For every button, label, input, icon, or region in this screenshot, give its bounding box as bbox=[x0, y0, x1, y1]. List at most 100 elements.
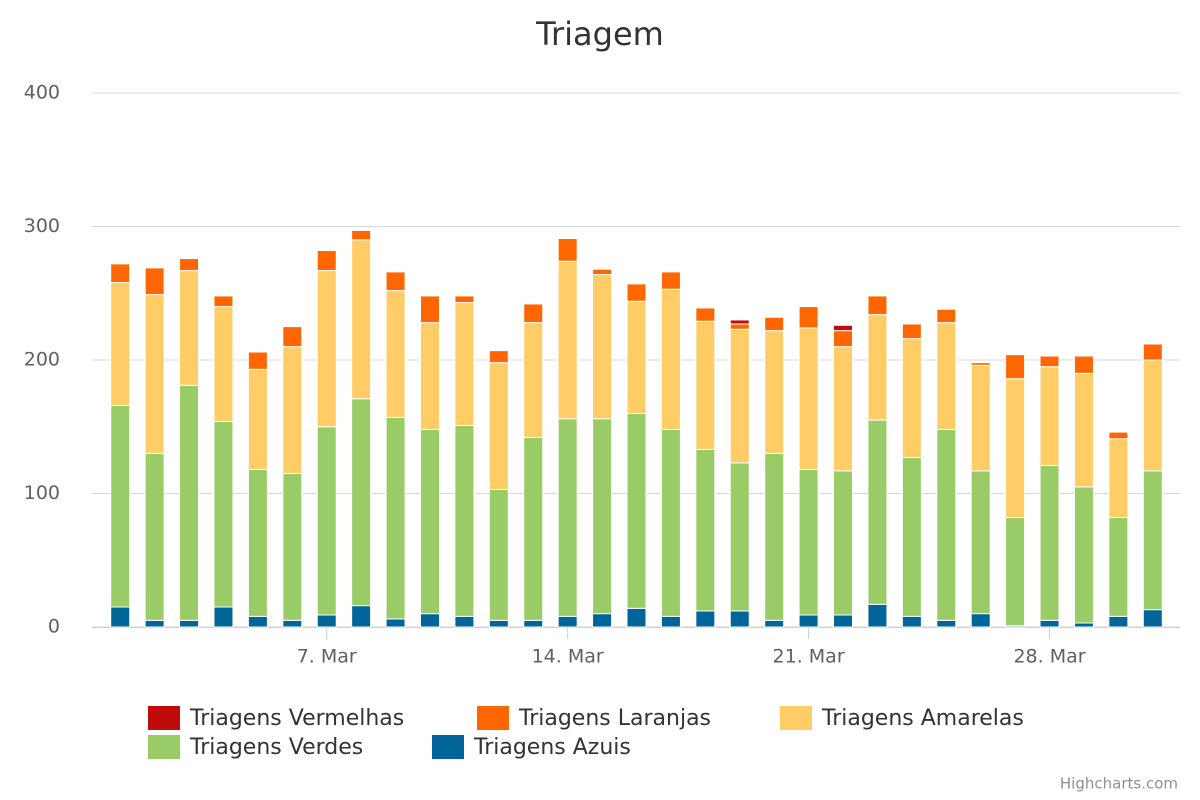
bar-segment bbox=[454, 615, 475, 628]
bar-segment bbox=[729, 328, 750, 464]
bar-segment bbox=[557, 615, 578, 628]
x-tick-label: 7. Mar bbox=[297, 646, 357, 668]
bar-segment bbox=[213, 606, 234, 628]
bar-segment bbox=[247, 615, 268, 628]
bar-segment bbox=[247, 351, 268, 370]
bar-segment bbox=[1039, 619, 1060, 628]
credits[interactable]: Highcharts.com bbox=[1060, 775, 1178, 793]
bar-segment bbox=[1073, 355, 1094, 374]
bar-segment bbox=[1005, 378, 1026, 519]
bar-segment bbox=[592, 274, 613, 420]
bar-segment bbox=[867, 603, 888, 628]
bar-segment bbox=[282, 619, 303, 628]
bar-segment bbox=[454, 302, 475, 426]
bar-segment bbox=[592, 418, 613, 615]
bar-segment bbox=[798, 306, 819, 329]
bar-segment bbox=[1108, 517, 1129, 617]
bar-segment bbox=[282, 472, 303, 621]
bar-segment bbox=[385, 290, 406, 418]
bar-segment bbox=[488, 362, 509, 490]
bar-segment bbox=[901, 338, 922, 458]
bar-segment bbox=[110, 282, 131, 406]
bar-segment bbox=[1039, 355, 1060, 368]
bar-segment bbox=[695, 610, 716, 628]
legend-swatch[interactable] bbox=[148, 735, 180, 759]
legend-label[interactable]: Triagens Laranjas bbox=[518, 706, 711, 731]
bar-segment bbox=[213, 306, 234, 422]
legend-label[interactable]: Triagens Verdes bbox=[189, 735, 363, 760]
bar-segment bbox=[316, 614, 337, 628]
bar-segment bbox=[351, 605, 372, 628]
bar-segment bbox=[833, 470, 854, 616]
y-tick-label: 200 bbox=[24, 349, 60, 371]
bar-segment bbox=[213, 295, 234, 308]
bar-segment bbox=[1073, 622, 1094, 628]
bar-segment bbox=[764, 316, 785, 332]
bar-segment bbox=[833, 614, 854, 628]
bar-segment bbox=[592, 268, 613, 276]
bar-segment bbox=[970, 613, 991, 628]
bar-segment bbox=[419, 322, 440, 430]
bar-segment bbox=[282, 346, 303, 474]
bar-segment bbox=[660, 615, 681, 628]
bar-segment bbox=[179, 619, 200, 628]
bar-segment bbox=[179, 384, 200, 621]
y-tick-label: 100 bbox=[24, 482, 60, 504]
bar-segment bbox=[1039, 366, 1060, 466]
bar-segment bbox=[1142, 343, 1163, 361]
bar-segment bbox=[970, 364, 991, 472]
bar-segment bbox=[867, 419, 888, 605]
bar-segment bbox=[523, 436, 544, 621]
bar-segment bbox=[454, 295, 475, 304]
bar-segment bbox=[1005, 517, 1026, 627]
bar-segment bbox=[144, 452, 165, 621]
bar-segment bbox=[798, 468, 819, 616]
bar-segment bbox=[385, 416, 406, 620]
bar-segment bbox=[110, 404, 131, 608]
bar-segment bbox=[1108, 615, 1129, 628]
bar-segment bbox=[1005, 354, 1026, 380]
bar-segment bbox=[936, 428, 957, 621]
bar-segment bbox=[351, 398, 372, 607]
chart-title: Triagem bbox=[535, 15, 664, 53]
bar-segment bbox=[867, 314, 888, 421]
legend-label[interactable]: Triagens Azuis bbox=[473, 735, 631, 760]
legend-swatch[interactable] bbox=[780, 706, 812, 730]
legend-swatch[interactable] bbox=[432, 735, 464, 759]
bar-segment bbox=[110, 263, 131, 284]
bar-segment bbox=[764, 619, 785, 628]
bar-segment bbox=[419, 613, 440, 628]
bar-segment bbox=[729, 610, 750, 628]
bar-segment bbox=[316, 426, 337, 616]
bar-segment bbox=[660, 428, 681, 617]
bar-segment bbox=[626, 283, 647, 302]
bar-segment bbox=[385, 271, 406, 292]
legend-label[interactable]: Triagens Amarelas bbox=[821, 706, 1024, 731]
bar-segment bbox=[1142, 470, 1163, 611]
bar-segment bbox=[419, 428, 440, 615]
bar-segment bbox=[798, 327, 819, 470]
bar-segment bbox=[695, 448, 716, 612]
bar-segment bbox=[1108, 438, 1129, 519]
bar-segment bbox=[764, 452, 785, 621]
legend-swatch[interactable] bbox=[477, 706, 509, 730]
bar-segment bbox=[626, 300, 647, 414]
bar-segment bbox=[213, 420, 234, 608]
bar-segment bbox=[695, 320, 716, 450]
bar-segment bbox=[729, 319, 750, 325]
legend-label[interactable]: Triagens Vermelhas bbox=[189, 706, 404, 731]
bar-segment bbox=[695, 307, 716, 322]
y-tick-label: 400 bbox=[24, 82, 60, 104]
bar-segment bbox=[936, 322, 957, 430]
bar-segment bbox=[454, 424, 475, 617]
bar-segment bbox=[1039, 464, 1060, 621]
bar-segment bbox=[523, 619, 544, 628]
legend-swatch[interactable] bbox=[148, 706, 180, 730]
y-tick-label: 0 bbox=[48, 616, 60, 638]
bar-segment bbox=[179, 270, 200, 386]
bar-segment bbox=[592, 613, 613, 628]
bar-segment bbox=[833, 324, 854, 332]
bar-segment bbox=[1073, 372, 1094, 488]
bar-segment bbox=[557, 238, 578, 262]
